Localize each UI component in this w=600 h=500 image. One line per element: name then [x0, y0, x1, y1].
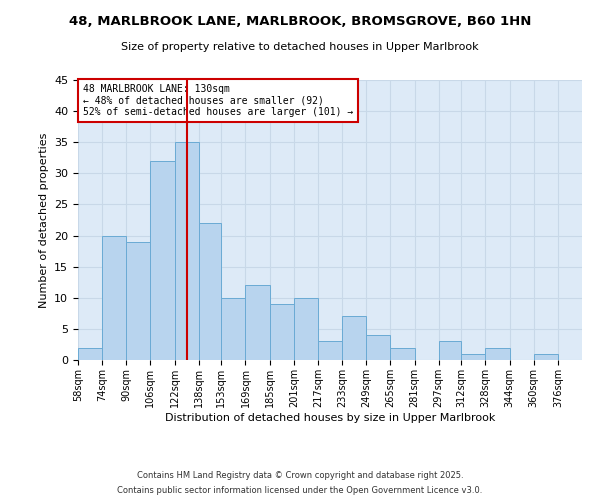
Bar: [78, 348, 102, 360]
Bar: [294, 298, 318, 360]
Bar: [485, 348, 509, 360]
Bar: [269, 304, 294, 360]
Bar: [126, 242, 151, 360]
Bar: [245, 286, 269, 360]
Text: Contains HM Land Registry data © Crown copyright and database right 2025.: Contains HM Land Registry data © Crown c…: [137, 471, 463, 480]
Text: Size of property relative to detached houses in Upper Marlbrook: Size of property relative to detached ho…: [121, 42, 479, 52]
Bar: [461, 354, 485, 360]
Bar: [391, 348, 415, 360]
Bar: [342, 316, 366, 360]
Bar: [221, 298, 245, 360]
Text: 48, MARLBROOK LANE, MARLBROOK, BROMSGROVE, B60 1HN: 48, MARLBROOK LANE, MARLBROOK, BROMSGROV…: [69, 15, 531, 28]
Bar: [318, 342, 342, 360]
Bar: [199, 223, 221, 360]
Bar: [366, 335, 391, 360]
Y-axis label: Number of detached properties: Number of detached properties: [38, 132, 49, 308]
Bar: [439, 342, 461, 360]
Bar: [175, 142, 199, 360]
Text: 48 MARLBROOK LANE: 130sqm
← 48% of detached houses are smaller (92)
52% of semi-: 48 MARLBROOK LANE: 130sqm ← 48% of detac…: [83, 84, 353, 117]
Text: Contains public sector information licensed under the Open Government Licence v3: Contains public sector information licen…: [118, 486, 482, 495]
X-axis label: Distribution of detached houses by size in Upper Marlbrook: Distribution of detached houses by size …: [165, 412, 495, 422]
Bar: [534, 354, 558, 360]
Bar: [102, 236, 126, 360]
Bar: [151, 161, 175, 360]
